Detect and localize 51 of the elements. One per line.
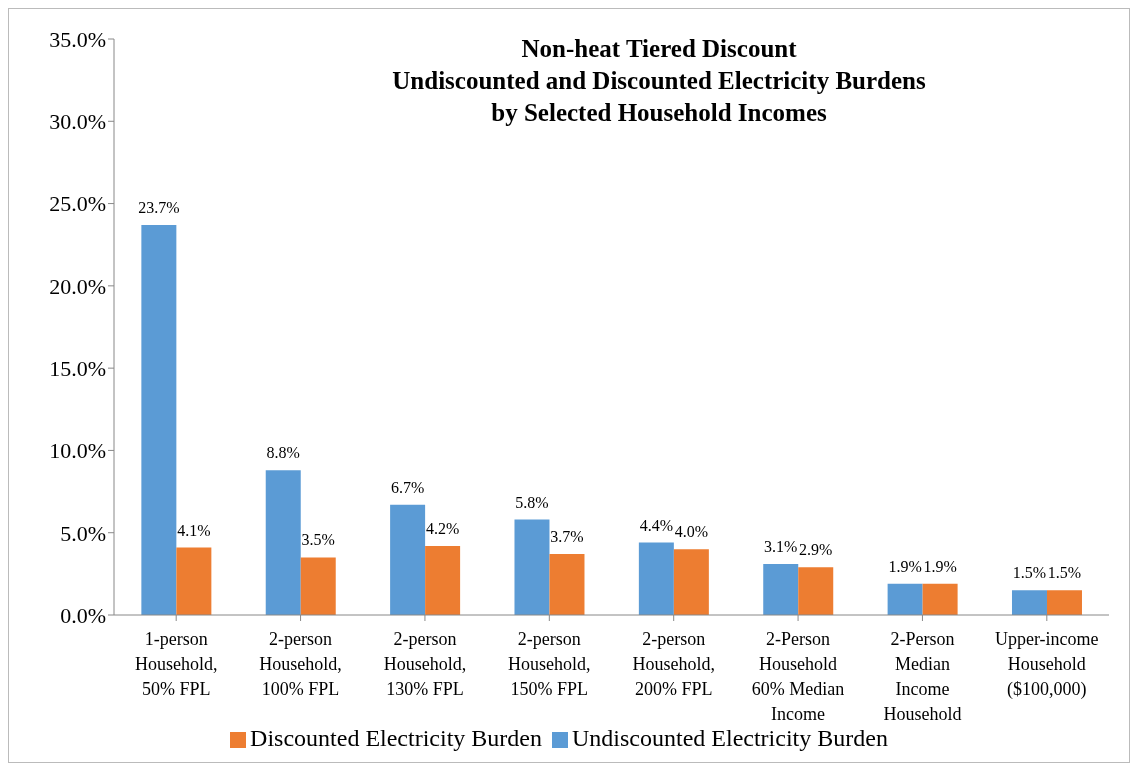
data-label: 3.5% bbox=[301, 531, 335, 549]
data-label: 3.7% bbox=[550, 528, 584, 546]
data-label: 8.8% bbox=[266, 444, 300, 462]
bar bbox=[1011, 590, 1047, 615]
bar bbox=[425, 545, 461, 615]
bar bbox=[887, 583, 923, 615]
data-label: 2.9% bbox=[799, 541, 833, 559]
bar bbox=[265, 470, 301, 615]
y-tick-label: 0.0% bbox=[60, 602, 106, 628]
data-label: 4.0% bbox=[674, 523, 709, 541]
bar bbox=[390, 504, 426, 615]
bar bbox=[798, 567, 834, 615]
x-tick-label: 1-person Household, 50% FPL bbox=[134, 629, 218, 699]
y-tick-label: 30.0% bbox=[49, 109, 106, 135]
bar bbox=[922, 583, 958, 615]
bar bbox=[514, 519, 550, 615]
x-tick-label: Upper-income Household ($100,000) bbox=[995, 629, 1099, 700]
text: Non-heat Tiered Discount Undiscounted and Discounted Electricity Burdens by Selected Household Incomes bbox=[391, 34, 927, 128]
y-tick-label: 20.0% bbox=[49, 273, 106, 299]
data-label: 5.8% bbox=[515, 493, 549, 511]
legend-label: Discounted Electricity Burden bbox=[250, 725, 542, 751]
data-label: 1.9% bbox=[923, 557, 957, 575]
data-label: 1.5% bbox=[1047, 564, 1082, 582]
data-label: 3.1% bbox=[764, 537, 798, 555]
y-tick-label: 5.0% bbox=[60, 520, 106, 546]
x-tick-label: 2-person Household, 150% FPL bbox=[508, 629, 591, 699]
y-tick-label: 35.0% bbox=[49, 26, 106, 52]
data-label: 4.4% bbox=[639, 516, 674, 534]
y-tick-label: 25.0% bbox=[49, 191, 106, 217]
bar bbox=[673, 549, 709, 615]
x-tick-label: 2-person Household, 100% FPL bbox=[259, 629, 342, 699]
data-label: 23.7% bbox=[138, 198, 180, 216]
data-label: 4.1% bbox=[177, 521, 211, 539]
data-label: 6.7% bbox=[390, 478, 425, 496]
y-tick-label: 15.0% bbox=[49, 355, 106, 381]
data-label: 1.9% bbox=[888, 557, 922, 575]
bar bbox=[176, 547, 212, 615]
data-label: 1.5% bbox=[1012, 564, 1047, 582]
bar bbox=[763, 563, 799, 615]
bar bbox=[1046, 590, 1082, 615]
bar bbox=[549, 554, 585, 615]
y-tick-label: 10.0% bbox=[49, 438, 106, 464]
data-label: 4.2% bbox=[425, 519, 460, 537]
x-tick-label: 2-person Household, 200% FPL bbox=[632, 629, 715, 699]
bar bbox=[638, 542, 674, 615]
x-tick-label: 2-Person Household 60% Median Income bbox=[751, 629, 845, 724]
x-tick-label: 2-Person Median Income Household bbox=[883, 629, 962, 724]
bar bbox=[141, 224, 177, 615]
bar bbox=[300, 557, 336, 615]
x-tick-label: 2-person Household, 130% FPL bbox=[383, 629, 467, 699]
legend-label: Undiscounted Electricity Burden bbox=[572, 725, 888, 751]
